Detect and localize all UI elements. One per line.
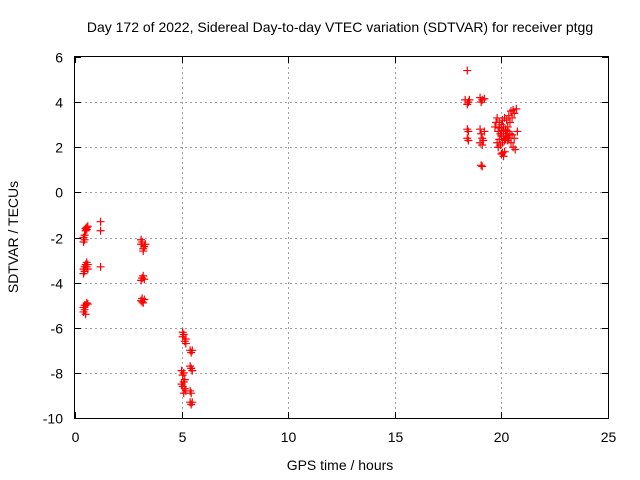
data-point [478,162,487,171]
data-point [463,66,472,75]
tick-layer: 0 5 10 15 20 25 -10 -8 -6 -4 -2 0 2 4 6 [43,50,617,446]
y-tick-label: -8 [51,366,64,382]
data-point [509,106,518,115]
x-tick-label: 15 [388,429,404,445]
x-axis-label: GPS time / hours [287,457,394,473]
data-point [478,140,487,149]
x-tick-label: 5 [179,429,187,445]
data-point [140,275,149,284]
data-point [479,136,488,145]
data-point [511,145,520,154]
data-point [83,222,92,231]
data-point [491,122,500,131]
data-point [502,116,511,125]
data-point [96,262,105,271]
y-tick-label: 6 [55,50,63,66]
data-point [179,330,188,339]
data-point [179,377,188,386]
data-point [81,310,90,319]
data-point [503,136,512,145]
data-point [188,398,197,407]
grid-layer [75,57,608,418]
data-point [476,125,485,134]
x-tick-label: 25 [601,429,617,445]
data-point [82,225,91,234]
data-point [96,217,105,226]
data-point [181,335,190,344]
data-point [83,265,92,274]
data-point [139,298,148,307]
x-tick-label: 10 [281,429,297,445]
data-point [83,300,92,309]
data-point [480,127,489,136]
data-point [477,161,486,170]
data-point [492,118,501,127]
data-point [464,127,473,136]
y-tick-label: 2 [55,140,63,156]
data-point [465,95,474,104]
data-point [493,113,502,122]
y-tick-label: -6 [51,321,64,337]
data-point [80,235,89,244]
y-tick-label: -2 [51,231,64,247]
data-point [499,152,508,161]
data-point [188,366,197,375]
plot-frame [74,56,609,419]
data-point [82,298,91,307]
y-tick-label: -4 [51,276,64,292]
data-point [513,127,522,136]
data-point [503,122,512,131]
chart-title: Day 172 of 2022, Sidereal Day-to-day VTE… [87,19,593,35]
y-axis-label: SDTVAR / TECUs [5,181,21,293]
data-point [139,271,148,280]
data-point [141,240,150,249]
data-point [138,297,147,306]
x-tick-label: 20 [494,429,510,445]
data-point [498,148,507,157]
data-point [188,346,197,355]
x-tick-label: 0 [72,429,80,445]
data-point [497,127,506,136]
data-point [179,368,188,377]
data-point [504,111,513,120]
points-layer [79,66,522,409]
y-tick-label: 4 [55,95,63,111]
data-point [477,98,486,107]
y-tick-label: -10 [43,411,63,427]
data-point [96,226,105,235]
data-point [139,247,148,256]
data-point [464,136,473,145]
data-point [187,389,196,398]
y-tick-label: 0 [55,185,63,201]
